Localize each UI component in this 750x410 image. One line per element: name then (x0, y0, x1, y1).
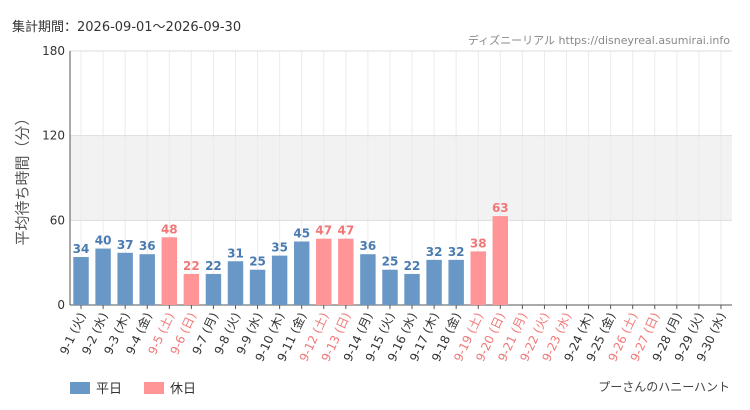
y-tick-label: 120 (42, 129, 65, 143)
bar (161, 237, 178, 305)
bar (492, 216, 509, 305)
bar-value-label: 22 (404, 259, 421, 273)
bar (205, 273, 222, 305)
bar-value-label: 48 (161, 222, 178, 236)
bar-value-label: 35 (271, 241, 288, 255)
bar-value-label: 25 (249, 255, 266, 269)
bar (448, 259, 464, 305)
bar-value-label: 47 (337, 224, 354, 238)
y-tick-label: 180 (42, 44, 65, 58)
legend-item-weekday: 平日 (70, 378, 122, 397)
bar-value-label: 40 (95, 234, 112, 248)
bar-value-label: 32 (426, 245, 443, 259)
bar (382, 269, 398, 305)
bar-value-label: 34 (73, 242, 90, 256)
bar (183, 273, 200, 305)
bar (360, 254, 376, 305)
bar (227, 261, 244, 305)
bar (293, 241, 310, 305)
bar (316, 238, 332, 305)
legend-item-holiday: 休日 (144, 378, 196, 397)
period-label: 集計期間：2026-09-01～2026-09-30 (12, 20, 242, 35)
y-tick-label: 60 (50, 213, 65, 227)
bar-value-label: 22 (205, 259, 222, 273)
bar-value-label: 45 (293, 227, 310, 241)
bar (338, 238, 354, 305)
shaded-band (70, 135, 732, 221)
legend-swatch-holiday (144, 381, 165, 394)
bar (426, 259, 442, 305)
bar-value-label: 47 (315, 224, 332, 238)
bar-value-label: 31 (227, 246, 244, 260)
bar (139, 254, 155, 305)
attraction-name: プーさんのハニーハント (598, 380, 730, 394)
source-label: ディズニーリアル https://disneyreal.asumirai.inf… (467, 34, 730, 47)
bar-value-label: 36 (139, 239, 156, 253)
bar-value-label: 32 (448, 245, 465, 259)
bar-value-label: 63 (492, 201, 509, 215)
bar-value-label: 25 (382, 255, 399, 269)
bar (73, 257, 89, 305)
bar-value-label: 36 (360, 239, 377, 253)
legend-swatch-weekday (70, 381, 90, 394)
bar (95, 248, 111, 305)
bar (117, 252, 133, 305)
legend-label-holiday: 休日 (170, 382, 197, 397)
bar (404, 273, 420, 305)
bar (271, 255, 288, 305)
y-tick-label: 0 (57, 298, 65, 312)
bar (249, 269, 266, 305)
legend-label-weekday: 平日 (96, 382, 123, 397)
bar-value-label: 38 (470, 236, 487, 250)
legend: 平日 休日 (70, 378, 218, 397)
bar-value-label: 22 (183, 259, 200, 273)
bar (470, 251, 486, 305)
bar-value-label: 37 (117, 238, 134, 252)
